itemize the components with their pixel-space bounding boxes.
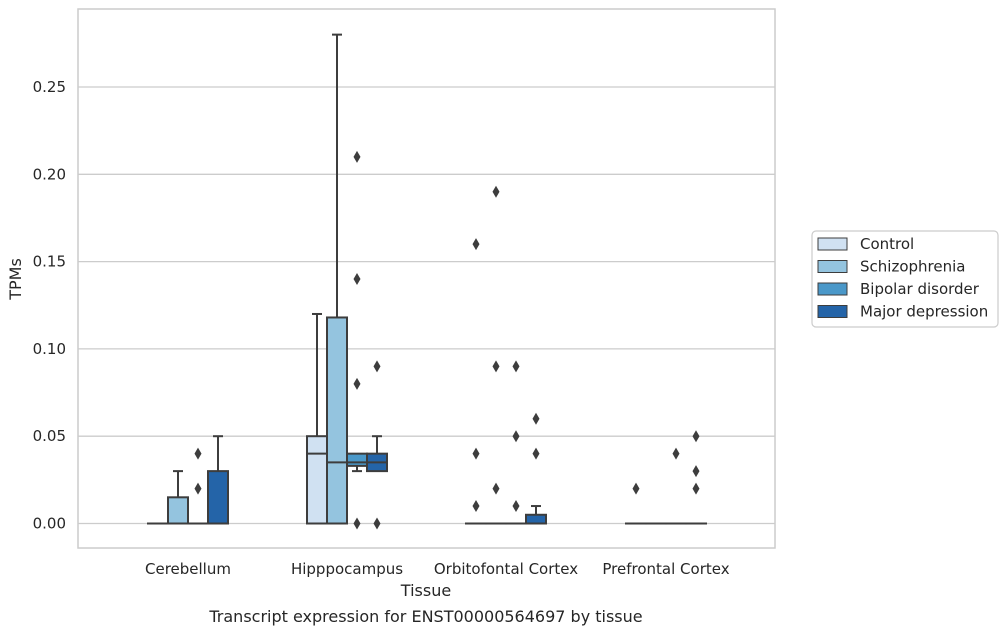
outlier-point <box>692 465 700 478</box>
outlier-point <box>373 517 381 530</box>
box-plot <box>306 312 328 525</box>
box-plot <box>465 238 487 525</box>
y-tick-label: 0.00 <box>33 515 66 533</box>
y-tick-label: 0.15 <box>33 253 66 271</box>
legend-label: Schizophrenia <box>860 258 965 276</box>
outlier-point <box>492 360 500 373</box>
box-plot <box>167 470 189 525</box>
box-plot <box>346 150 368 530</box>
box <box>346 452 368 467</box>
y-axis-label: TPMs <box>6 258 25 301</box>
legend-label: Bipolar disorder <box>860 280 980 298</box>
box-plot <box>326 33 348 525</box>
y-tick-label: 0.10 <box>33 340 66 358</box>
outlier-point <box>472 500 480 513</box>
chart-caption: Transcript expression for ENST0000056469… <box>208 607 642 626</box>
gridlines <box>78 86 775 525</box>
legend-label: Major depression <box>860 303 988 321</box>
x-tick-labels: Cerebellum Hipppocampus Orbitofontal Corte… <box>145 560 730 578</box>
legend-swatch <box>817 260 848 273</box>
y-tick-label: 0.20 <box>33 165 66 183</box>
legend-swatch <box>817 282 848 296</box>
box-plot <box>207 435 229 525</box>
outlier-point <box>692 430 700 443</box>
legend-frame <box>811 230 999 328</box>
legend-swatch <box>817 237 848 251</box>
x-tick-label: Orbitofontal Cortex <box>434 560 578 578</box>
legend: Control Schizophrenia Bipolar disorder Majo… <box>811 230 999 328</box>
box-plot <box>625 482 647 525</box>
outlier-point <box>632 482 640 495</box>
legend-label: Control <box>860 235 914 253</box>
outlier-point <box>492 185 500 198</box>
box <box>525 513 547 525</box>
x-tick-label: Prefrontal Cortex <box>602 560 729 578</box>
box-plot <box>525 412 547 525</box>
outlier-point <box>472 238 480 251</box>
outlier-point <box>692 482 700 495</box>
outlier-point <box>512 430 520 443</box>
outlier-point <box>492 482 500 495</box>
outlier-point <box>532 412 540 425</box>
box-plot <box>485 185 507 525</box>
outlier-point <box>194 482 202 495</box>
box <box>207 470 229 525</box>
x-tick-label: Hipppocampus <box>291 560 403 578</box>
outlier-point <box>532 447 540 460</box>
y-tick-labels: 0.00 0.05 0.10 0.15 0.20 0.25 <box>33 78 66 533</box>
box-plot <box>187 447 209 525</box>
box <box>167 496 189 525</box>
outlier-point <box>672 447 680 460</box>
box-plot <box>366 360 388 530</box>
outlier-point <box>512 500 520 513</box>
outlier-point <box>353 517 361 530</box>
outlier-point <box>353 273 361 286</box>
outlier-point <box>353 377 361 390</box>
outlier-point <box>353 150 361 163</box>
box-plot <box>685 430 707 525</box>
box <box>306 435 328 525</box>
outlier-point <box>373 360 381 373</box>
y-tick-label: 0.05 <box>33 427 66 445</box>
box-plots <box>147 33 707 530</box>
box-plot <box>665 447 687 525</box>
plot-frame <box>77 8 776 549</box>
x-axis-label: Tissue <box>400 581 451 600</box>
legend-swatch <box>817 305 848 318</box>
box <box>326 316 348 525</box>
outlier-point <box>472 447 480 460</box>
outlier-point <box>194 447 202 460</box>
x-tick-label: Cerebellum <box>145 560 231 578</box>
outlier-point <box>512 360 520 373</box>
box-plot <box>505 360 527 525</box>
y-tick-label: 0.25 <box>33 78 66 96</box>
